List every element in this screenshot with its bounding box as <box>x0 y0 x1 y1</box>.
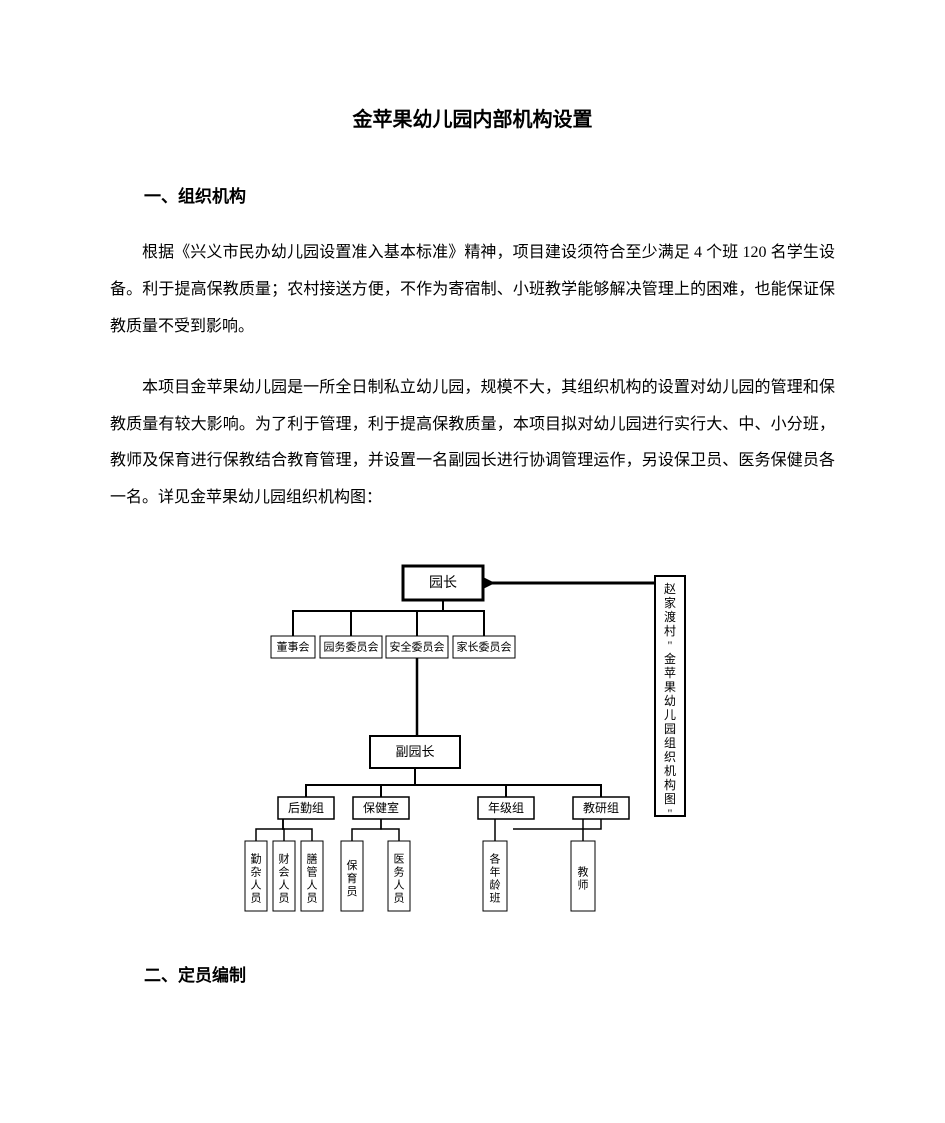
svg-text:园务委员会: 园务委员会 <box>323 641 378 654</box>
svg-text:会: 会 <box>278 865 289 878</box>
org-node-safety_comm: 安全委员会 <box>386 636 448 658</box>
svg-text:员: 员 <box>250 891 261 904</box>
document-title: 金苹果幼儿园内部机构设置 <box>110 103 835 132</box>
svg-text:家: 家 <box>663 595 675 610</box>
org-edge <box>256 819 283 841</box>
svg-text:苹: 苹 <box>663 666 675 680</box>
svg-text:赵: 赵 <box>663 582 675 596</box>
svg-text:师: 师 <box>577 878 588 891</box>
svg-text:渡: 渡 <box>663 609 675 624</box>
org-node-staff_med: 医务人员 <box>388 841 410 911</box>
section-heading-1: 一、组织机构 <box>110 182 835 207</box>
svg-text:财: 财 <box>278 851 289 865</box>
org-edge <box>415 768 506 797</box>
svg-text:年: 年 <box>489 864 500 878</box>
svg-text:管: 管 <box>306 864 317 878</box>
svg-text:医: 医 <box>393 853 404 865</box>
org-node-staff_canteen: 膳管人员 <box>301 841 323 911</box>
org-node-staff_nurse: 保育员 <box>341 841 363 911</box>
svg-text:织: 织 <box>663 750 675 764</box>
svg-text:膳: 膳 <box>306 851 317 865</box>
org-node-staff_handy: 勤杂人员 <box>245 841 267 911</box>
svg-text:": " <box>667 806 672 820</box>
org-edge <box>443 600 484 636</box>
svg-text:龄: 龄 <box>489 877 500 891</box>
svg-text:保: 保 <box>346 858 357 872</box>
svg-text:人: 人 <box>278 878 289 891</box>
svg-text:班: 班 <box>489 891 500 904</box>
org-edge <box>352 819 381 841</box>
org-node-vice_director: 副园长 <box>370 736 460 768</box>
svg-text:各: 各 <box>489 851 500 865</box>
paragraph-2: 本项目金苹果幼儿园是一所全日制私立幼儿园，规模不大，其组织机构的设置对幼儿园的管… <box>110 370 835 517</box>
org-edge <box>283 819 312 841</box>
org-node-parent_comm: 家长委员会 <box>453 636 515 658</box>
svg-text:金: 金 <box>663 651 675 666</box>
svg-text:幼: 幼 <box>663 694 675 708</box>
org-edge <box>306 768 415 797</box>
svg-text:儿: 儿 <box>663 708 675 722</box>
svg-text:机: 机 <box>663 764 675 778</box>
document-page: 金苹果幼儿园内部机构设置 一、组织机构 根据《兴义市民办幼儿园设置准入基本标准》… <box>0 0 945 1123</box>
org-edge <box>513 819 601 829</box>
svg-text:果: 果 <box>663 680 675 694</box>
org-edge <box>351 600 443 636</box>
org-node-staff_finance: 财会人员 <box>273 841 295 911</box>
org-node-research_group: 教研组 <box>573 797 629 819</box>
svg-text:": " <box>667 638 672 652</box>
svg-text:构: 构 <box>663 777 675 792</box>
svg-text:年级组: 年级组 <box>487 801 523 815</box>
svg-text:园长: 园长 <box>429 575 457 591</box>
svg-text:村: 村 <box>663 624 675 638</box>
svg-text:后勤组: 后勤组 <box>287 801 323 815</box>
org-chart-svg: 园长董事会园务委员会安全委员会家长委员会副园长后勤组保健室年级组教研组赵家渡村"… <box>223 541 723 931</box>
paragraph-1: 根据《兴义市民办幼儿园设置准入基本标准》精神，项目建设须符合至少满足 4 个班 … <box>110 235 835 345</box>
svg-text:副园长: 副园长 <box>395 744 434 759</box>
svg-text:教: 教 <box>577 865 588 878</box>
org-chart-nodes: 园长董事会园务委员会安全委员会家长委员会副园长后勤组保健室年级组教研组赵家渡村"… <box>245 566 685 911</box>
svg-text:人: 人 <box>306 878 317 891</box>
org-node-finance_comm: 园务委员会 <box>320 636 382 658</box>
svg-text:教研组: 教研组 <box>582 800 618 815</box>
svg-text:董事会: 董事会 <box>276 641 309 654</box>
org-node-director: 园长 <box>403 566 483 600</box>
svg-text:员: 员 <box>306 891 317 904</box>
svg-text:园: 园 <box>663 722 675 736</box>
org-node-staff_teacher: 教师 <box>571 841 595 911</box>
svg-text:人: 人 <box>393 878 404 891</box>
svg-text:人: 人 <box>250 878 261 891</box>
org-node-board: 董事会 <box>271 636 315 658</box>
org-node-v_sidebar: 赵家渡村"金苹果幼儿园组织机构图" <box>655 576 685 820</box>
org-edge <box>417 600 443 636</box>
svg-text:安全委员会: 安全委员会 <box>389 640 444 654</box>
org-edge <box>381 819 399 841</box>
svg-text:员: 员 <box>278 891 289 904</box>
svg-text:组: 组 <box>663 736 675 750</box>
svg-text:务: 务 <box>393 865 404 878</box>
svg-text:勤: 勤 <box>250 852 261 865</box>
org-node-logistics: 后勤组 <box>278 797 334 819</box>
svg-text:育: 育 <box>346 871 357 885</box>
org-edge <box>381 768 415 797</box>
svg-text:保健室: 保健室 <box>362 800 398 815</box>
svg-text:家长委员会: 家长委员会 <box>456 640 511 654</box>
svg-text:杂: 杂 <box>250 865 261 878</box>
svg-text:员: 员 <box>393 891 404 904</box>
org-edge <box>415 768 601 797</box>
org-chart-figure: 园长董事会园务委员会安全委员会家长委员会副园长后勤组保健室年级组教研组赵家渡村"… <box>110 541 835 931</box>
org-edge <box>293 600 443 636</box>
org-node-health_room: 保健室 <box>353 797 409 819</box>
org-node-grade_group: 年级组 <box>478 797 534 819</box>
svg-text:图: 图 <box>663 792 675 806</box>
section-heading-2: 二、定员编制 <box>110 961 835 986</box>
svg-text:员: 员 <box>346 885 357 898</box>
org-node-staff_classes: 各年龄班 <box>483 841 507 911</box>
